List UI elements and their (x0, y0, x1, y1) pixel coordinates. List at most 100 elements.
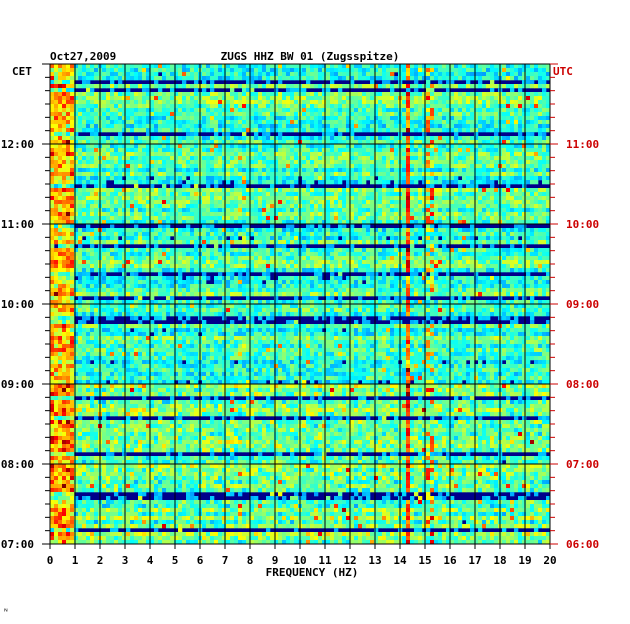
x-tick-label: 8 (247, 554, 254, 567)
x-tick-label: 19 (518, 554, 531, 567)
x-tick-label: 7 (222, 554, 229, 567)
spectrogram-row (50, 432, 551, 437)
spectrogram-row (50, 188, 551, 193)
spectrogram-row (50, 388, 551, 393)
spectrogram-row (50, 128, 551, 133)
spectrogram-row (50, 380, 551, 385)
spectrogram-row (50, 104, 551, 109)
spectrogram-row (50, 160, 551, 165)
spectrogram-row (50, 492, 539, 497)
spectrogram-row (50, 132, 547, 137)
x-tick-label: 14 (393, 554, 407, 567)
spectrogram-row (50, 180, 551, 185)
y-axis-cet: 12:00 11:00 10:00 09:00 08:00 07:00 (1, 63, 50, 551)
spectrogram-row (50, 208, 551, 213)
x-tick-label: 3 (122, 554, 129, 567)
y-tick-label-cet: 08:00 (1, 458, 34, 471)
spectrogram-row (50, 316, 535, 321)
x-tick-label: 16 (443, 554, 457, 567)
spectrogram-row (50, 444, 551, 449)
y-tick-label-utc: 09:00 (566, 298, 599, 311)
spectrogram-row (50, 344, 551, 349)
utc-label: UTC (553, 65, 573, 78)
x-tick-label: 1 (72, 554, 79, 567)
x-tick-label: 12 (343, 554, 356, 567)
spectrogram-row (50, 348, 551, 353)
x-tick-label: 15 (418, 554, 431, 567)
spectrogram-row (50, 480, 551, 485)
date-label: Oct27,2009 (50, 50, 116, 63)
spectrogram-row (50, 164, 551, 169)
x-tick-label: 18 (493, 554, 506, 567)
spectrogram-row (50, 328, 551, 333)
spectrogram-row (50, 108, 551, 113)
spectrogram-row (50, 248, 551, 253)
spectrogram-row (50, 368, 551, 373)
spectrogram-row (50, 520, 551, 525)
x-tick-label: 11 (318, 554, 332, 567)
x-tick-label: 6 (197, 554, 204, 567)
spectrogram-row (50, 364, 551, 369)
spectrogram-row (50, 224, 527, 229)
spectrogram-row (50, 172, 551, 177)
cet-label: CET (12, 65, 32, 78)
y-tick-label-utc: 07:00 (566, 458, 599, 471)
spectrogram-row (50, 468, 551, 473)
spectrogram-row (50, 448, 551, 453)
spectrogram-row (50, 204, 551, 209)
y-tick-label-utc: 08:00 (566, 378, 599, 391)
y-tick-label-cet: 12:00 (1, 138, 34, 151)
spectrogram-row (50, 320, 551, 325)
spectrogram-row (50, 244, 527, 249)
gridlines (49, 64, 551, 545)
spectrogram-row (50, 372, 551, 377)
x-tick-label: 2 (97, 554, 104, 567)
spectrogram-row (50, 312, 551, 317)
station-title: ZUGS HHZ BW 01 (Zugsspitze) (221, 50, 400, 63)
spectrogram-row (50, 280, 551, 285)
spectrogram-row (50, 436, 551, 441)
spectrogram-row (50, 220, 551, 225)
spectrogram-row (50, 112, 551, 117)
spectrogram-row (50, 84, 551, 89)
spectrogram-row (50, 288, 551, 293)
spectrogram-row (50, 236, 551, 241)
x-tick-label: 9 (272, 554, 279, 567)
x-tick-label: 5 (172, 554, 179, 567)
y-tick-label-cet: 07:00 (1, 538, 34, 551)
spectrogram-row (50, 76, 551, 81)
spectrogram-row (50, 268, 551, 273)
spectrogram-row (50, 264, 551, 269)
spectrogram-row (50, 92, 551, 97)
x-tick-label: 10 (293, 554, 306, 567)
y-tick-label-cet: 09:00 (1, 378, 34, 391)
spectrogram-row (50, 284, 551, 289)
spectrogram-row (50, 512, 551, 517)
spectrogram-row (50, 88, 547, 93)
spectrogram-row (50, 524, 551, 529)
spectrogram-row (50, 256, 551, 261)
spectrogram-row (50, 68, 551, 73)
x-tick-label: 17 (468, 554, 481, 567)
x-axis-label: FREQUENCY (HZ) (266, 566, 359, 579)
spectrogram-row (50, 152, 551, 157)
spectrogram-row (50, 440, 551, 445)
spectrogram-row (50, 332, 551, 337)
spectrogram-row (50, 488, 551, 493)
spectrogram-row (50, 272, 551, 277)
spectrogram-row (50, 216, 551, 221)
spectrogram-row (50, 296, 535, 301)
spectrogram-row (50, 500, 551, 505)
spectrogram-row (50, 404, 551, 409)
spectrogram-row (50, 356, 551, 361)
footer-mark: ᴺ (4, 607, 8, 616)
x-tick-label: 0 (47, 554, 54, 567)
x-axis: 0 1 2 3 4 5 6 7 8 9 10 11 12 13 14 15 16 17 18 19 20 (47, 544, 557, 567)
spectrogram-row (50, 64, 551, 69)
spectrogram-row (50, 532, 551, 537)
spectrogram-row (50, 376, 551, 381)
spectrogram-row (50, 276, 551, 281)
spectrogram-row (50, 300, 551, 305)
y-tick-label-cet: 10:00 (1, 298, 34, 311)
